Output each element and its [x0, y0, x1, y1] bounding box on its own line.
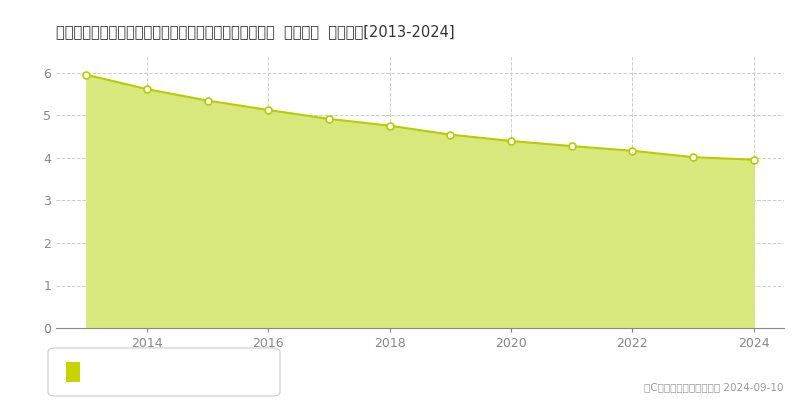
Point — [322, 116, 335, 122]
Point — [202, 98, 214, 104]
Point — [566, 143, 578, 149]
Point — [747, 156, 760, 163]
Point — [141, 86, 154, 92]
Point — [686, 154, 699, 160]
Text: 地価公示 平均坊単価(万円/坊): 地価公示 平均坊単価(万円/坊) — [86, 365, 194, 378]
Point — [505, 138, 518, 144]
Text: 鹿児島県熊毛郡南種子町中之上字橋口３０１９番１外内  地価公示  地価推移[2013-2024]: 鹿児島県熊毛郡南種子町中之上字橋口３０１９番１外内 地価公示 地価推移[2013… — [56, 24, 454, 39]
Point — [80, 72, 93, 78]
Point — [262, 107, 274, 113]
Point — [626, 148, 638, 154]
Point — [444, 132, 457, 138]
Text: （C）土地価格ドットコム 2024-09-10: （C）土地価格ドットコム 2024-09-10 — [645, 382, 784, 392]
Point — [383, 122, 396, 129]
